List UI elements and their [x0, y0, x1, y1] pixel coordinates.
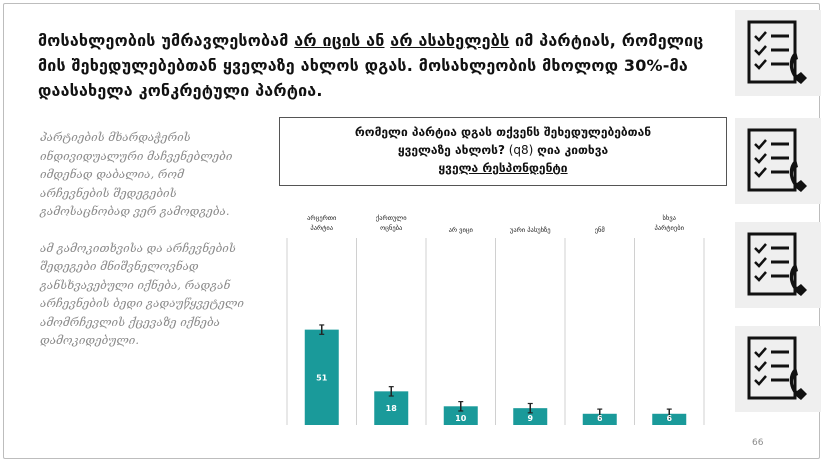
- question-line-2-bold: ყველაზე ახლოს?: [397, 143, 505, 157]
- data-label: 10: [455, 414, 467, 423]
- checklist-phone-icon: [735, 326, 821, 412]
- checklist-phone-icon: [735, 222, 821, 308]
- category-label: პარტიები: [655, 223, 685, 232]
- data-label: 18: [386, 404, 398, 413]
- sidebar-paragraph-1: პარტიების მხარდაჭერის ინდივიდუალური მაჩვ…: [40, 130, 233, 218]
- headline-part-3: იმ პარტიას, რომელიც მის შეხედულებებთან ყ…: [38, 31, 704, 100]
- category-label: ქართული: [376, 213, 407, 222]
- question-base: ყველა რესპონდენტი: [438, 161, 568, 175]
- question-type: ღია კითხვა: [537, 143, 609, 157]
- category-label: ენმ: [595, 226, 605, 234]
- bar: [652, 413, 687, 425]
- data-label: 6: [666, 414, 672, 423]
- headline-underline-1: არ იცის ან: [294, 31, 385, 50]
- sidebar-paragraph-2: ამ გამოკითხვისა და არჩევნების შედეგები მ…: [40, 240, 244, 348]
- question-line-1: რომელი პარტია დგას თქვენს შეხედულებებთან: [354, 125, 652, 139]
- question-line-2: ყველაზე ახლოს? (q8) ღია კითხვა: [280, 141, 726, 159]
- bar: [304, 329, 339, 425]
- category-label: ოცნება: [380, 224, 402, 232]
- headline-part-1: მოსახლეობის უმრავლესობამ: [38, 31, 295, 50]
- bar: [582, 413, 617, 425]
- question-code: (q8): [504, 143, 538, 157]
- category-label: არცერთი: [307, 213, 337, 222]
- data-label: 6: [597, 414, 603, 423]
- question-box: რომელი პარტია დგას თქვენს შეხედულებებთან…: [279, 117, 727, 186]
- bar: [443, 406, 478, 425]
- page-number: 66: [752, 438, 764, 448]
- category-label: სხვა: [663, 214, 676, 222]
- bar: [374, 391, 409, 425]
- headline-underline-2: არ ასახელებს: [390, 31, 510, 50]
- category-label: უარი პასუხზე: [510, 225, 551, 234]
- category-label: პარტია: [310, 223, 333, 232]
- bar: [513, 408, 548, 425]
- data-label: 51: [316, 373, 328, 382]
- data-label: 9: [527, 414, 533, 423]
- sidebar-notes: პარტიების მხარდაჭერის ინდივიდუალური მაჩვ…: [40, 128, 250, 368]
- checklist-phone-icon: [735, 118, 821, 204]
- checklist-phone-icon: [735, 10, 821, 96]
- category-label: არ ვიცი: [449, 225, 474, 234]
- headline: მოსახლეობის უმრავლესობამ არ იცის ან არ ა…: [38, 28, 728, 103]
